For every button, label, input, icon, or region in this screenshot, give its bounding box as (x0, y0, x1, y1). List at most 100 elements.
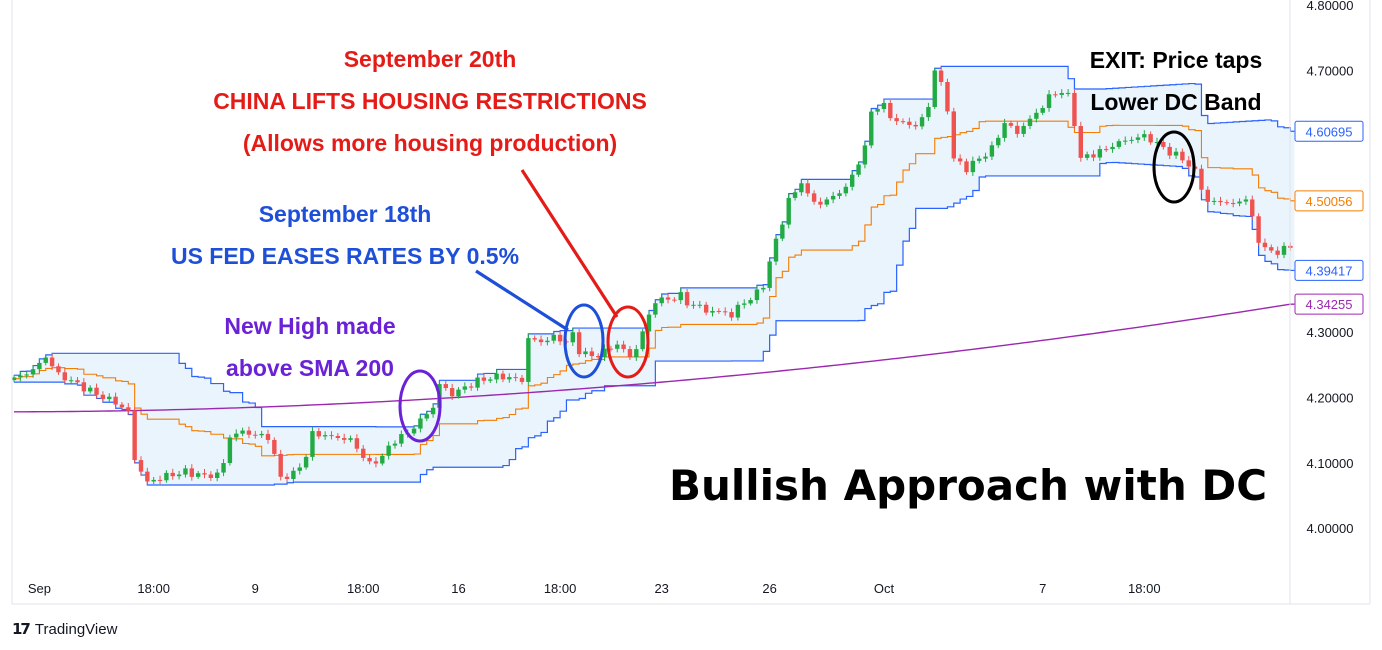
candle (697, 300, 702, 309)
candle (970, 156, 976, 176)
candle-body (1027, 118, 1033, 126)
tradingview-logo-icon: 17 (12, 620, 31, 638)
candle (843, 183, 849, 197)
time-tick-label: 16 (451, 581, 465, 596)
sma-line (13, 303, 1295, 413)
candle-body (1205, 189, 1210, 202)
price-tick-label: 4.00000 (1307, 521, 1354, 536)
candle-body (1186, 160, 1191, 167)
candle-body (107, 396, 112, 400)
price-tick-label: 4.20000 (1307, 390, 1354, 405)
candle (850, 170, 855, 191)
candle-body (151, 479, 156, 482)
candle-body (932, 70, 937, 108)
candle-body (202, 473, 207, 475)
price-badges: 4.60695 4.50056 4.39417 4.34255 (1294, 120, 1364, 315)
candle-body (773, 238, 779, 262)
candle (907, 117, 912, 129)
candle (1104, 145, 1109, 153)
candle (1135, 133, 1141, 144)
candle (1167, 142, 1172, 160)
circle-sep20 (606, 305, 650, 379)
candle-body (297, 467, 302, 471)
circle-new-high (398, 369, 442, 443)
candle (596, 353, 601, 360)
candle-body (646, 314, 652, 332)
candle-body (811, 193, 817, 202)
candle-body (189, 468, 194, 477)
candle (418, 414, 423, 433)
price-badge-label: 4.34255 (1306, 297, 1353, 312)
candle-body (551, 334, 556, 341)
candle-body (164, 472, 169, 481)
time-tick-label: 7 (1039, 581, 1046, 596)
candle (24, 371, 29, 379)
candle (926, 102, 931, 121)
candle (56, 363, 61, 375)
candle-body (1040, 108, 1045, 113)
candle-body (310, 431, 315, 457)
candle-body (938, 70, 944, 82)
candle-body (1148, 134, 1153, 143)
candle-body (500, 373, 506, 380)
candle-body (780, 224, 785, 239)
candle-body (869, 111, 874, 146)
candle-body (291, 470, 296, 479)
time-axis[interactable]: Sep 18:00 9 18:00 16 18:00 23 26 Oct 7 18:00 (28, 581, 1161, 596)
annotation-sep20: September 20th CHINA LIFTS HOUSING RESTR… (213, 46, 647, 156)
candle-body (56, 366, 61, 373)
candle-body (1154, 142, 1160, 144)
dc-upper-band (14, 65, 1295, 428)
price-axis[interactable]: 4.80000 4.70000 4.30000 4.20000 4.10000 4.000… (1307, 0, 1354, 536)
candle (424, 411, 429, 422)
candle-body (68, 380, 74, 382)
price-badge-label: 4.60695 (1306, 124, 1353, 139)
candle (824, 196, 829, 207)
candle-body (176, 474, 182, 477)
candle-body (24, 374, 29, 376)
candle-body (1034, 112, 1039, 119)
candle (297, 463, 302, 475)
candle-body (951, 111, 956, 159)
candle (208, 471, 214, 481)
candle (742, 299, 747, 309)
candle (386, 441, 391, 460)
candle-body (913, 124, 918, 127)
candle (513, 373, 518, 382)
candle-body (875, 108, 880, 112)
candle-body (735, 304, 741, 318)
candle (234, 429, 239, 442)
footer[interactable]: 17 TradingView (12, 619, 117, 639)
candle-body (583, 351, 588, 355)
candle-body (640, 331, 645, 350)
annotation-exit-line-1: EXIT: Price taps (1090, 47, 1263, 73)
annotation-arrows (475, 169, 619, 332)
candle (761, 284, 766, 293)
candle-body (37, 362, 42, 370)
candle (507, 373, 512, 383)
candle (1065, 89, 1071, 97)
candle (500, 370, 506, 383)
candle (913, 121, 918, 130)
candle-body (691, 304, 696, 306)
candle-body (818, 201, 823, 205)
candle (989, 141, 995, 160)
candle-body (494, 373, 499, 380)
candle (945, 78, 950, 115)
candle (723, 307, 728, 316)
candle (380, 453, 385, 466)
candle (1097, 145, 1103, 161)
candle-body (1135, 137, 1141, 140)
price-tick-label: 4.80000 (1307, 0, 1354, 13)
candle (1046, 90, 1052, 112)
candle (342, 433, 347, 444)
candle (183, 465, 188, 478)
candle (1008, 120, 1014, 129)
candle (919, 113, 925, 130)
candle-body (81, 382, 87, 392)
candle-body (329, 435, 334, 437)
candle (1231, 198, 1236, 208)
candle-body (1167, 146, 1172, 156)
candle-body (1084, 154, 1090, 158)
